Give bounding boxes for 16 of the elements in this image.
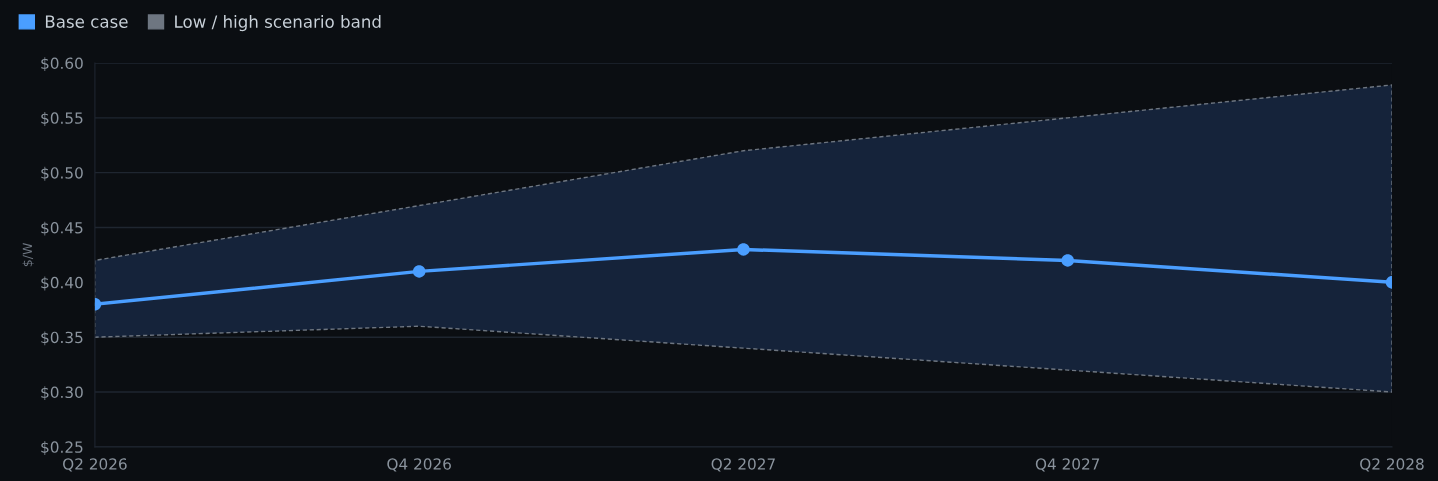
y-tick-label: $0.55 xyxy=(41,112,83,126)
y-tick-label: $0.50 xyxy=(41,166,83,181)
y-tick-label: $0.45 xyxy=(41,221,83,236)
legend-label: Base case xyxy=(45,15,128,28)
y-tick-label: $0.30 xyxy=(41,386,83,401)
x-tick-label: Q2 2027 xyxy=(711,458,775,472)
legend-label: Low / high scenario band xyxy=(175,15,381,32)
y-axis-title: $/W xyxy=(22,243,34,267)
y-tick-label: $0.35 xyxy=(41,331,83,346)
x-tick-label: Q4 2027 xyxy=(1035,458,1100,472)
x-tick-label: Q2 2028 xyxy=(1360,458,1424,472)
x-tick-label: Q4 2026 xyxy=(387,458,451,472)
x-tick-label: Q2 2026 xyxy=(63,458,127,472)
y-tick-label: $0.60 xyxy=(41,57,83,72)
y-tick-label: $0.40 xyxy=(41,276,83,291)
y-tick-label: $0.25 xyxy=(41,441,83,455)
